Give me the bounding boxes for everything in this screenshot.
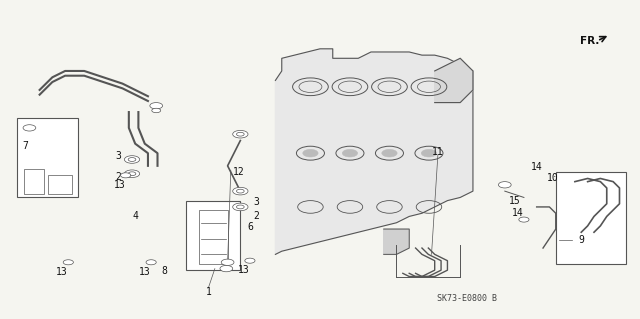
Circle shape [120,173,131,178]
Circle shape [146,260,156,265]
Polygon shape [435,58,473,103]
Circle shape [421,149,436,157]
Polygon shape [275,49,473,254]
Text: 12: 12 [233,167,245,177]
Text: 3: 3 [253,197,259,207]
Circle shape [23,125,36,131]
Circle shape [233,187,248,195]
Bar [24,169,44,194]
Circle shape [245,258,255,263]
Text: FR.: FR. [580,36,600,46]
Text: 11: 11 [432,147,444,157]
Circle shape [237,205,244,209]
Circle shape [220,265,233,272]
Text: 13: 13 [113,180,125,190]
Bar [48,175,72,194]
Circle shape [519,217,529,222]
Text: 2: 2 [115,172,121,182]
Polygon shape [384,229,409,254]
Text: 7: 7 [22,141,29,151]
Text: 3: 3 [115,151,121,161]
Circle shape [499,182,511,188]
Circle shape [382,149,397,157]
Circle shape [233,203,248,211]
Text: 14: 14 [531,162,543,172]
Bar [17,118,78,197]
Text: 14: 14 [511,208,524,218]
Text: 9: 9 [579,235,584,245]
Bar [199,210,228,264]
Text: SK73-E0800 B: SK73-E0800 B [436,294,497,303]
Bar [186,201,241,270]
Circle shape [124,170,140,178]
Text: 15: 15 [508,196,520,206]
Circle shape [152,108,161,113]
Text: 13: 13 [56,267,68,277]
Circle shape [221,259,234,265]
Bar [556,172,626,264]
Circle shape [237,189,244,193]
Circle shape [233,130,248,138]
Text: 4: 4 [132,211,138,221]
Text: 2: 2 [253,211,259,221]
Text: 1: 1 [205,287,211,297]
Text: 13: 13 [139,267,150,277]
Circle shape [342,149,358,157]
Circle shape [124,156,140,163]
Circle shape [150,103,163,109]
Circle shape [63,260,74,265]
Circle shape [128,158,136,161]
Circle shape [128,172,136,176]
Circle shape [303,149,318,157]
Text: 10: 10 [547,174,559,183]
Text: 6: 6 [247,222,253,233]
Circle shape [237,132,244,136]
Text: 13: 13 [237,265,250,275]
Text: 8: 8 [161,266,167,276]
